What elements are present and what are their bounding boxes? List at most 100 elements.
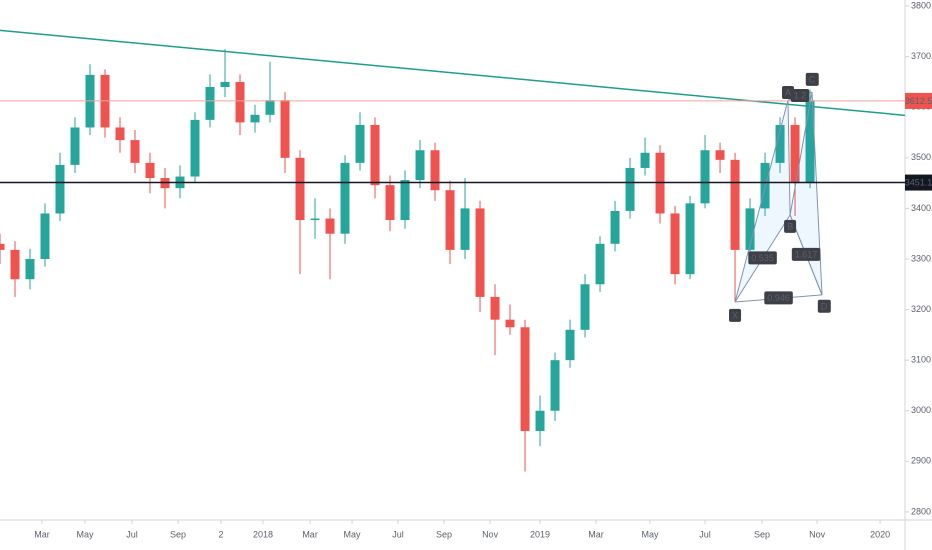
candle-body	[745, 208, 755, 250]
candle-body	[475, 208, 485, 297]
x-tick-label: Nov	[482, 529, 499, 539]
x-tick-label: Sep	[170, 529, 186, 539]
y-tick-label: 3200.0	[911, 304, 932, 314]
candle-body	[490, 296, 500, 320]
pattern-point-label-group: B	[784, 219, 797, 233]
candle-body	[505, 319, 515, 328]
candle-body	[580, 284, 590, 330]
candle-body	[520, 327, 530, 431]
pattern-ratio-box	[790, 88, 810, 102]
y-tick-label: 3300.0	[911, 253, 932, 263]
y-tick-label: 3800.0	[911, 0, 932, 10]
candle-body	[460, 208, 470, 250]
pattern-point-label-group: A	[781, 86, 795, 100]
x-tick-label: 2018	[253, 529, 273, 539]
x-tick-label: Jul	[392, 529, 404, 539]
candle-body	[70, 127, 80, 165]
pattern-point-label-box	[817, 299, 831, 313]
pattern-ratio: 0.535	[751, 253, 774, 263]
candle-body	[775, 124, 785, 163]
candle-body	[700, 150, 710, 204]
pattern-point-label-group: D	[817, 299, 831, 313]
y-tick-label: 3100.0	[911, 355, 932, 365]
candle-body	[145, 162, 155, 179]
candle-body	[760, 162, 770, 209]
candle-body	[355, 124, 365, 163]
pattern-point-label-group: X	[729, 308, 742, 322]
x-tick-label: Nov	[809, 529, 826, 539]
candle-body	[310, 218, 320, 221]
x-tick-label: Jul	[126, 529, 138, 539]
candle-body	[115, 127, 125, 141]
candle-body	[400, 180, 410, 221]
candle-body	[280, 100, 290, 158]
y-tick-label: 3400.0	[911, 203, 932, 213]
candle-body	[640, 152, 650, 168]
candle-body	[370, 124, 380, 186]
pattern-ratio-box	[748, 251, 777, 265]
candle-body	[535, 410, 545, 431]
candle-body	[130, 140, 140, 163]
x-tick-label: Sep	[754, 529, 770, 539]
pattern-point-label-box	[729, 308, 742, 322]
pattern-point-label: X	[732, 310, 738, 320]
candle-body	[265, 100, 275, 115]
candle-body	[790, 124, 800, 184]
candle-body	[250, 114, 260, 123]
plot-area	[0, 29, 905, 472]
pattern-ratio-box	[791, 247, 821, 261]
price-label: 3451.1	[905, 177, 932, 187]
pattern-ratio: 1.2	[794, 90, 807, 100]
candle-body	[595, 243, 605, 285]
candle-body	[0, 243, 5, 250]
x-tick-label: Mar	[34, 529, 50, 539]
candle-body	[730, 159, 740, 250]
price-label: 3612.5	[905, 96, 932, 106]
candle-body	[10, 249, 20, 280]
pattern-ratio: 1.617	[795, 249, 818, 259]
candle-body	[205, 87, 215, 120]
pattern-ratio-box	[764, 291, 793, 305]
candle-body	[55, 164, 65, 214]
y-tick-label: 2800.0	[911, 506, 932, 516]
candle-body	[715, 150, 725, 160]
candle-body	[295, 157, 305, 221]
candle-body	[550, 360, 560, 411]
candle-body	[565, 329, 575, 361]
pattern-ratio-group: 1.2	[790, 88, 810, 102]
candle-body	[385, 185, 395, 221]
y-tick-label: 3700.0	[911, 51, 932, 61]
candle-body	[670, 213, 680, 275]
price-label-box	[905, 92, 932, 109]
pattern-ratio-group: 0.946	[764, 291, 793, 305]
pattern-ratio: 0.946	[767, 293, 790, 303]
y-tick-label: 3000.0	[911, 405, 932, 415]
x-tick-label: 2019	[530, 529, 550, 539]
pattern-point-label-box	[784, 219, 797, 233]
pattern-point-label-group: C	[805, 72, 819, 86]
pattern-point-label: D	[821, 301, 828, 311]
y-tick-label: 3500.0	[911, 152, 932, 162]
candle-body	[40, 213, 50, 259]
candle-body	[25, 258, 35, 280]
pattern-ratio-group: 0.535	[748, 251, 777, 265]
x-tick-label: Sep	[436, 529, 452, 539]
candle-body	[220, 81, 230, 88]
pattern-point-label-box	[781, 86, 795, 100]
pattern-point-label-box	[805, 72, 819, 86]
x-tick-label: 2020	[870, 529, 890, 539]
x-tick-label: May	[344, 529, 362, 539]
pattern-point-label: A	[785, 88, 791, 98]
x-tick-label: Mar	[302, 529, 318, 539]
candle-body	[805, 100, 815, 184]
candle-body	[190, 119, 200, 177]
x-tick-label: May	[641, 529, 659, 539]
candle-body	[445, 190, 455, 250]
pattern-ratio-group: 1.617	[791, 247, 821, 261]
x-tick-label: 2	[218, 529, 223, 539]
candle-body	[235, 81, 245, 123]
x-tick-label: Jul	[699, 529, 711, 539]
candle-body	[430, 150, 440, 191]
